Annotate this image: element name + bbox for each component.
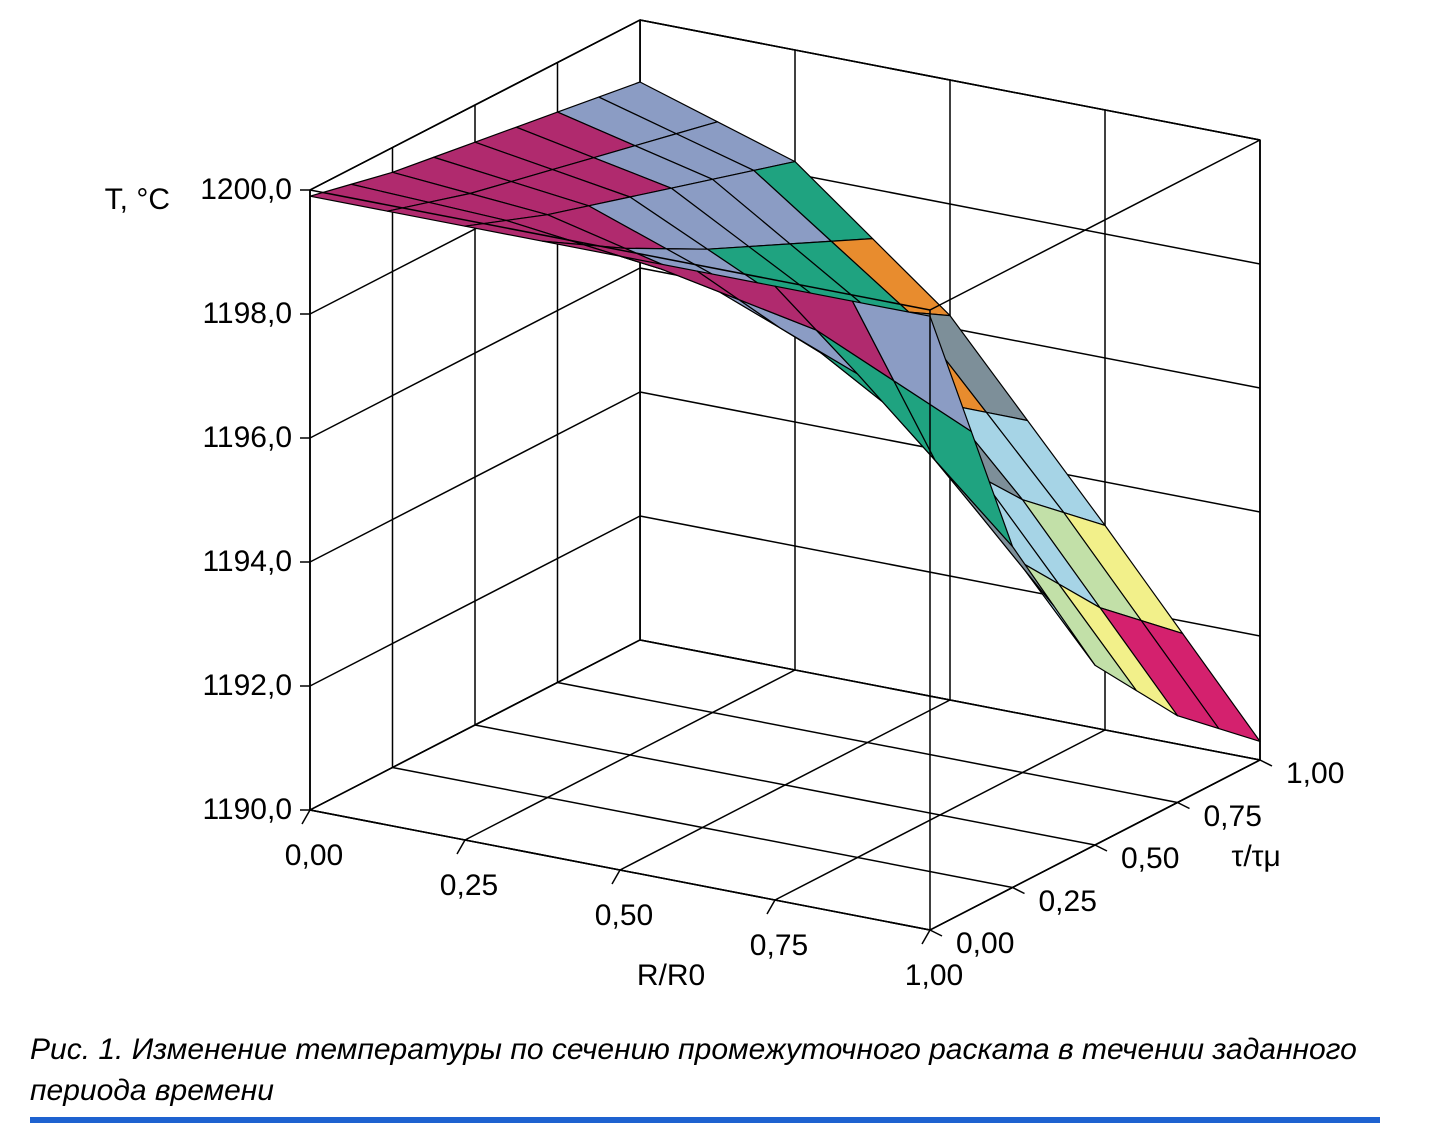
x-tick-label: 1,00 <box>905 959 963 993</box>
x-tick <box>302 810 310 824</box>
x-tick <box>457 840 465 854</box>
x-tick-label: 0,00 <box>285 839 343 873</box>
y-tick-label: 0,50 <box>1121 842 1179 876</box>
x-tick <box>612 870 620 884</box>
x-tick-label: 0,50 <box>595 899 653 933</box>
y-tick <box>1178 803 1190 809</box>
x-axis-label: R/R0 <box>637 959 705 993</box>
x-tick-label: 0,75 <box>750 929 808 963</box>
y-tick <box>1013 888 1025 894</box>
y-tick-label: 0,75 <box>1204 800 1262 834</box>
y-tick-label: 0,00 <box>956 927 1014 961</box>
y-tick <box>1095 845 1107 851</box>
x-tick-label: 0,25 <box>440 869 498 903</box>
surface-plot <box>0 0 1442 1020</box>
x-tick <box>767 900 775 914</box>
y-tick-label: 1,00 <box>1286 757 1344 791</box>
y-axis-label: τ/τμ <box>1232 840 1281 874</box>
y-tick <box>930 930 942 936</box>
z-tick-label: 1198,0 <box>202 297 292 331</box>
z-axis-label: T, °C <box>105 183 170 217</box>
figure-container: 1190,0 1192,0 1194,0 1196,0 1198,0 1200,0 T, °… <box>0 0 1442 1140</box>
y-tick-label: 0,25 <box>1039 885 1097 919</box>
x-tick <box>922 930 930 944</box>
z-tick-label: 1200,0 <box>200 173 292 207</box>
z-tick-label: 1194,0 <box>202 545 292 579</box>
z-tick-label: 1192,0 <box>202 669 292 703</box>
y-tick <box>1260 760 1272 766</box>
z-tick-label: 1196,0 <box>202 421 292 455</box>
z-tick-label: 1190,0 <box>202 793 292 827</box>
figure-caption: Рис. 1. Изменение температуры по сечению… <box>30 1030 1380 1123</box>
